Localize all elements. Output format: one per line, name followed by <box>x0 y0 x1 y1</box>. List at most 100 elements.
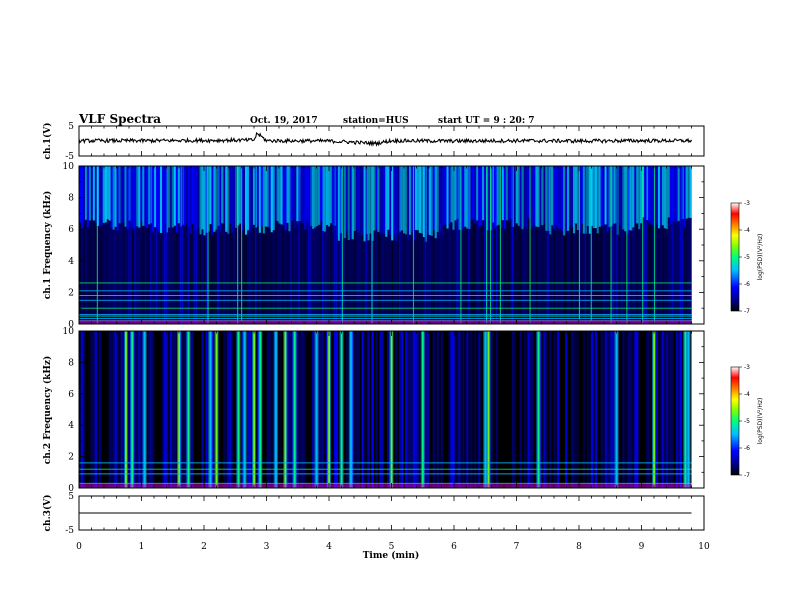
spectrogram-cell <box>150 166 152 324</box>
spectrogram-cell <box>318 331 321 488</box>
spectrogram-cell <box>242 166 246 225</box>
spectrogram-cell <box>432 331 435 488</box>
spectrogram-cell <box>681 166 683 324</box>
spectrogram-cell <box>126 229 129 324</box>
spectrogram-cell <box>570 166 574 228</box>
spectrogram-cell <box>201 166 204 230</box>
spectrogram-cell <box>207 166 209 324</box>
spectrogram-cell <box>416 230 420 324</box>
y-tick-label: 5 <box>68 122 74 132</box>
spectrogram-cell <box>563 166 566 236</box>
spectrogram-cell <box>250 166 254 228</box>
spectrogram-cell <box>632 166 635 228</box>
ch2-colorbar: log(PSD)(V²/Hz) -3 -4 -5 -6 -7 <box>730 364 764 479</box>
spectrogram-cell <box>312 228 315 324</box>
y-tick-label: 2 <box>68 288 74 298</box>
spectrogram-cell <box>436 166 439 232</box>
spectrogram-cell <box>436 331 439 488</box>
spectrogram-cell <box>272 331 275 488</box>
x-tick-label: 8 <box>576 542 582 552</box>
spectrogram-cell <box>659 166 663 226</box>
spectrogram-cell <box>248 166 252 232</box>
spectrogram-cell <box>191 166 194 224</box>
spectrogram-cell <box>653 166 656 324</box>
spectrogram-burst <box>350 331 352 488</box>
spectrogram-cell <box>375 331 378 488</box>
spectrogram-cell <box>523 225 526 324</box>
spectrogram-cell <box>284 166 287 231</box>
spectrogram-cell <box>327 166 331 227</box>
spectrogram-cell <box>527 218 530 324</box>
spectrogram-cell <box>128 331 131 488</box>
spectrogram-cell <box>280 166 283 225</box>
spectrogram-cell <box>118 223 121 324</box>
spectrogram-cell <box>124 166 127 227</box>
spectrogram-cell <box>418 232 422 324</box>
spectrogram-cell <box>260 226 264 324</box>
spectrogram-cell <box>213 166 216 232</box>
spectrogram-cell <box>331 225 335 324</box>
spectrogram-cell <box>282 166 285 226</box>
spectrogram-cell <box>642 166 644 324</box>
spectrogram-cell <box>284 230 287 324</box>
spectrogram-cell <box>389 235 392 324</box>
spectrogram-cell <box>140 221 143 324</box>
spectrogram-cell <box>320 221 323 324</box>
spectrogram-cell <box>667 166 671 218</box>
spectrogram-cell <box>622 166 625 230</box>
spectrogram-burst <box>275 331 277 488</box>
spectrogram-cell <box>650 166 653 225</box>
spectrogram-cell <box>606 166 609 232</box>
spectrogram-cell <box>420 233 424 324</box>
spectrogram-cell <box>667 217 671 324</box>
spectrogram-cell <box>533 166 536 226</box>
spectrogram-cell <box>432 166 435 230</box>
spectrogram-cell <box>361 234 364 324</box>
spectrogram-cell <box>304 331 307 488</box>
spectrogram-cell <box>391 240 394 324</box>
spectrogram-cell <box>82 220 86 324</box>
spectrogram-cell <box>270 166 273 233</box>
spectrogram-cell <box>286 166 289 223</box>
spectrogram-cell <box>412 166 415 324</box>
spectrogram-cell <box>325 224 329 324</box>
spectrogram-cell <box>661 225 665 324</box>
spectrogram-cell <box>610 166 613 227</box>
spectrogram-cell <box>349 166 352 239</box>
y-tick-label: 4 <box>68 421 74 431</box>
spectrogram-cell <box>612 166 614 324</box>
spectrogram-cell <box>329 223 333 324</box>
spectrogram-cell <box>630 331 633 488</box>
spectrogram-cell <box>569 166 572 226</box>
spectrogram-cell <box>246 331 250 488</box>
spectrogram-cell <box>371 166 373 324</box>
spectrogram-cell <box>169 229 173 324</box>
spectrogram-cell <box>557 166 560 229</box>
spectrogram-cell <box>569 225 572 324</box>
spectrogram-cell <box>543 166 546 223</box>
spectrogram-cell <box>436 231 439 324</box>
spectrogram-cell <box>142 166 145 226</box>
spectrogram-cell <box>634 166 637 224</box>
spectrogram-cell <box>399 166 401 324</box>
spectrogram-cell <box>387 166 390 230</box>
spectrogram-cell <box>312 331 315 488</box>
spectrogram-cell <box>252 224 256 324</box>
spectrogram-cell <box>551 166 554 226</box>
spectrogram-cell <box>470 220 473 324</box>
spectrogram-cell <box>88 331 92 488</box>
spectrogram-cell <box>152 231 155 324</box>
spectrogram-cell <box>565 166 568 232</box>
spectrogram-cell <box>521 166 524 230</box>
spectrogram-cell <box>636 223 639 324</box>
spectrogram-cell <box>98 227 102 324</box>
spectrogram-cell <box>191 331 194 488</box>
spectrogram-cell <box>278 331 281 488</box>
spectrogram-cell <box>580 223 584 324</box>
spectrogram-cell <box>559 228 562 324</box>
spectrogram-cell <box>130 166 132 324</box>
y-tick-label: 2 <box>68 453 74 463</box>
spectrogram-cell <box>381 331 384 488</box>
spectrogram-cell <box>614 166 617 224</box>
spectrogram-cell <box>296 331 299 488</box>
